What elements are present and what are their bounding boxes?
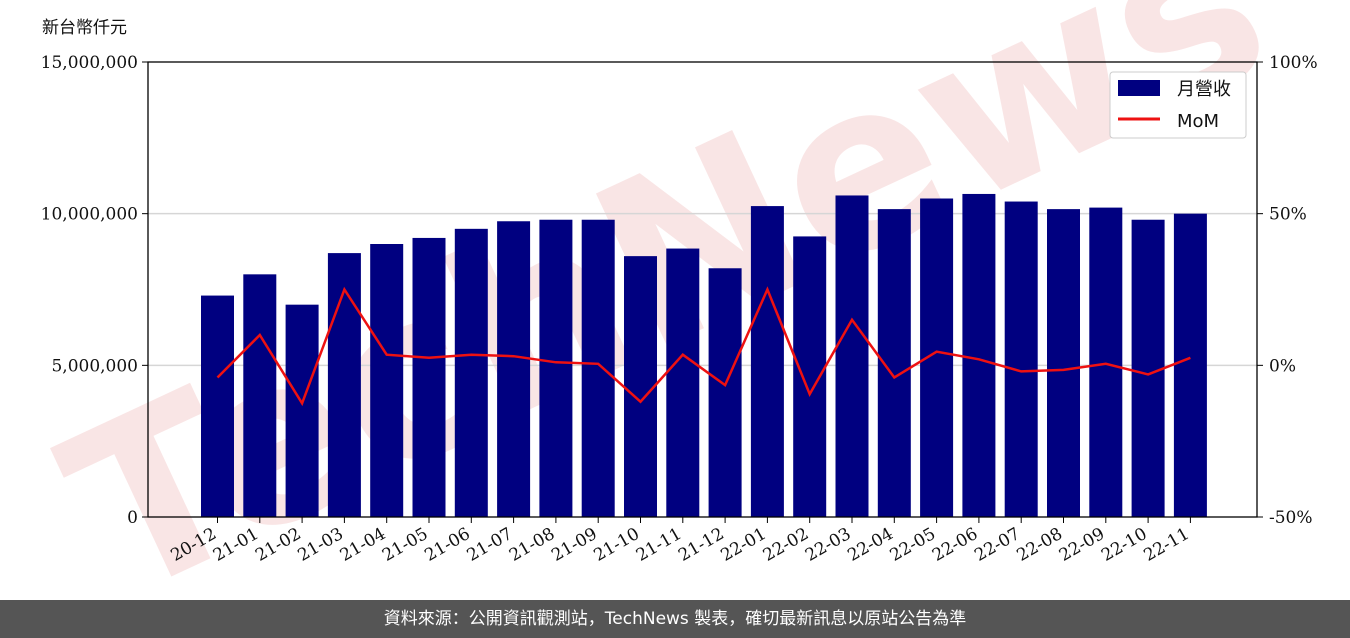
bar-21-05 <box>412 237 446 517</box>
x-tick-label: 22-09 <box>1056 524 1108 566</box>
bars <box>201 193 1207 518</box>
bar-21-12 <box>708 268 742 517</box>
x-tick-label: 21-09 <box>548 524 600 566</box>
right-tick-label: 100% <box>1269 53 1318 73</box>
bar-21-01 <box>243 274 277 517</box>
x-tick-label: 21-10 <box>591 524 643 566</box>
y-unit-label: 新台幣仟元 <box>42 18 127 38</box>
left-tick-label: 0 <box>127 508 138 528</box>
x-tick-label: 21-07 <box>464 524 516 566</box>
footer-source-note: 資料來源：公開資訊觀測站，TechNews 製表，確切最新訊息以原站公告為準 <box>0 600 1350 638</box>
bar-21-08 <box>539 219 573 517</box>
bar-22-11 <box>1173 213 1207 517</box>
bar-21-11 <box>666 248 700 518</box>
right-tick-label: 0% <box>1269 356 1296 376</box>
bar-22-01 <box>750 206 784 518</box>
x-tick-label: 22-07 <box>971 524 1023 566</box>
x-tick-label: 22-11 <box>1140 524 1192 566</box>
x-tick-label: 22-03 <box>802 524 854 566</box>
x-tick-label: 21-11 <box>633 524 685 566</box>
bar-22-09 <box>1089 207 1123 517</box>
mom-line <box>216 286 1191 407</box>
bar-21-04 <box>370 244 404 517</box>
x-tick-label: 21-12 <box>675 524 727 566</box>
x-tick-label: 22-10 <box>1098 524 1150 566</box>
bar-21-02 <box>285 304 319 517</box>
left-axis: 0 5,000,000 10,000,000 15,000,000 <box>41 53 148 528</box>
x-tick-label: 22-02 <box>760 524 812 566</box>
left-tick-label: 5,000,000 <box>51 356 138 376</box>
x-tick-label: 22-04 <box>844 524 896 566</box>
chart-svg: TechNews 新台幣仟元 05,000,00010,000,00015,00… <box>30 0 1318 600</box>
bar-22-03 <box>835 195 869 517</box>
bar-21-07 <box>497 221 531 517</box>
right-tick-label: -50% <box>1269 508 1313 528</box>
bar-21-10 <box>624 256 657 517</box>
bar-21-03 <box>327 253 361 517</box>
bar-22-02 <box>793 236 827 517</box>
bar-21-06 <box>454 228 488 518</box>
bar-20-12 <box>201 295 234 517</box>
legend-bar-label: 月營收 <box>1177 79 1231 100</box>
x-tick-label: 22-06 <box>929 524 981 566</box>
right-axis: -50% 0% 50% 100% <box>1257 53 1318 528</box>
x-tick-label: 22-08 <box>1014 524 1066 566</box>
bar-22-07 <box>1004 201 1038 518</box>
bar-22-06 <box>962 193 996 517</box>
legend: 月營收 MoM <box>1109 71 1247 139</box>
bar-22-08 <box>1047 209 1080 517</box>
legend-line-label: MoM <box>1177 111 1219 132</box>
left-tick-label: 15,000,000 <box>41 53 138 73</box>
x-tick-label: 22-05 <box>887 524 939 566</box>
bar-21-09 <box>581 219 615 517</box>
left-tick-label: 10,000,000 <box>41 205 138 225</box>
bar-22-10 <box>1131 219 1165 517</box>
x-tick-label: 21-06 <box>421 524 473 566</box>
legend-bar-swatch <box>1118 80 1160 96</box>
x-tick-label: 22-01 <box>717 524 769 566</box>
plot-frame <box>147 61 1258 518</box>
x-tick-label: 21-08 <box>506 524 558 566</box>
right-tick-label: 50% <box>1269 205 1307 225</box>
